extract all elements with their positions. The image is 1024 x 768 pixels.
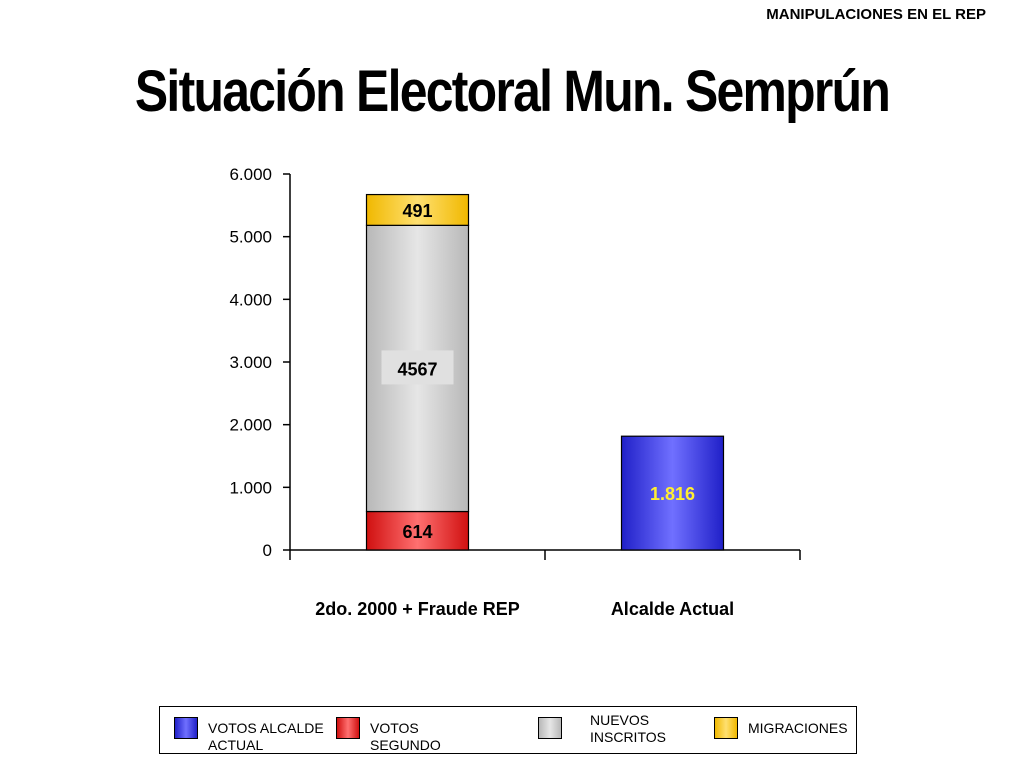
bar-segment-votos-segundo bbox=[365, 510, 470, 551]
legend-swatch-votos-alcalde bbox=[174, 717, 198, 739]
legend-label-votos-segundo: VOTOS SEGUNDO bbox=[370, 720, 441, 753]
legend-label-nuevos-inscritos: NUEVOS INSCRITOS bbox=[590, 712, 666, 745]
stacked-bar-chart: 0 1.000 2.000 3.000 4.000 5.000 6.000 2do. 200… bbox=[229, 165, 801, 619]
y-tick-label: 2.000 bbox=[229, 416, 272, 435]
bar-segment-votos-alcalde bbox=[620, 435, 725, 551]
legend-swatch-migraciones bbox=[714, 717, 738, 739]
legend-swatch-votos-segundo bbox=[336, 717, 360, 739]
data-label-nuevos-inscritos: 4567 bbox=[397, 359, 437, 379]
x-category-label: 2do. 2000 + Fraude REP bbox=[315, 599, 520, 619]
legend-swatch-nuevos-inscritos bbox=[538, 717, 562, 739]
legend-label-votos-alcalde: VOTOS ALCALDE ACTUAL bbox=[208, 720, 324, 753]
y-tick-label: 4.000 bbox=[229, 290, 272, 309]
legend-label-migraciones: MIGRACIONES bbox=[748, 720, 848, 736]
data-label-migraciones: 491 bbox=[402, 201, 432, 221]
data-label-box bbox=[381, 350, 454, 385]
header-note: MANIPULACIONES EN EL REP bbox=[766, 6, 986, 23]
bar-segment-migraciones bbox=[365, 193, 470, 226]
legend: VOTOS ALCALDE ACTUAL VOTOS SEGUNDO NUEVO… bbox=[159, 706, 857, 754]
data-label-votos-segundo: 614 bbox=[402, 522, 432, 542]
data-label-votos-alcalde: 1.816 bbox=[650, 484, 695, 504]
y-tick-label: 0 bbox=[263, 541, 272, 560]
y-tick-label: 5.000 bbox=[229, 228, 272, 247]
y-tick-label: 3.000 bbox=[229, 353, 272, 372]
x-category-label: Alcalde Actual bbox=[611, 599, 734, 619]
page-title: Situación Electoral Mun. Semprún bbox=[134, 59, 891, 124]
y-tick-label: 6.000 bbox=[229, 165, 272, 184]
y-tick-label: 1.000 bbox=[229, 478, 272, 497]
